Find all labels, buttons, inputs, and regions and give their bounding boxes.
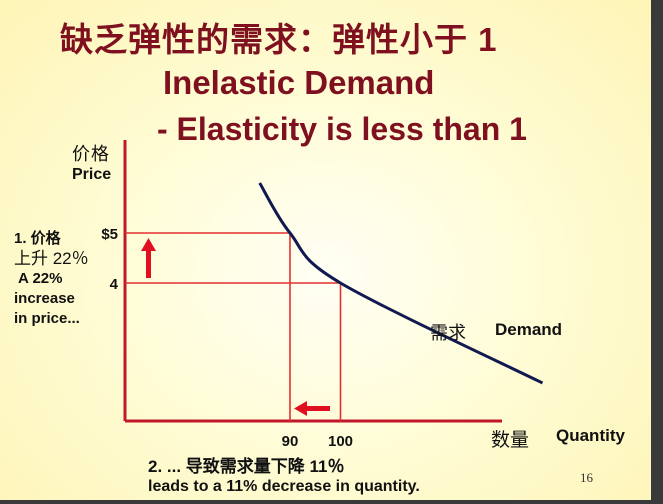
x-axis-label-en: Quantity	[556, 426, 625, 445]
price-change-note: 1. 价格 上升 22％ A 22% increase in price...	[14, 229, 89, 329]
price-note-line-3: A 22%	[18, 270, 63, 287]
y-tick-label-4: 4	[110, 276, 119, 293]
curve-label-en: Demand	[495, 320, 563, 339]
title-english: Inelastic Demand	[163, 64, 435, 101]
y-axis-label-cn: 价格	[72, 144, 110, 164]
demand-curve	[258, 182, 544, 385]
quantity-left-arrow-head	[294, 401, 307, 416]
demand-chart: 90 100 $5 4	[101, 140, 544, 450]
price-note-line-2: 上升 22％	[14, 249, 89, 268]
x-tick-label-100: 100	[328, 433, 353, 450]
price-note-line-4: increase	[14, 290, 75, 307]
quantity-note-en: leads to a 11% decrease in quantity.	[148, 478, 420, 495]
y-axis-label-en: Price	[72, 166, 112, 183]
y-tick-label-5: $5	[101, 226, 118, 243]
quantity-left-arrow-shaft	[306, 406, 330, 411]
price-note-line-1: 1. 价格	[14, 230, 61, 247]
page-number: 16	[580, 470, 593, 485]
price-up-arrow-shaft	[146, 250, 151, 278]
subtitle: - Elasticity is less than 1	[157, 111, 527, 147]
price-note-line-5: in price...	[14, 310, 80, 327]
quantity-note-cn: 2. ... 导致需求量下降 11％	[148, 457, 345, 476]
title-chinese: 缺乏弹性的需求：弹性小于 1	[60, 21, 498, 58]
slide: 缺乏弹性的需求：弹性小于 1 Inelastic Demand - Elasti…	[0, 0, 651, 500]
curve-label-cn: 需求	[430, 323, 466, 343]
price-up-arrow-head	[141, 238, 156, 251]
x-axis-label-cn: 数量	[491, 430, 530, 451]
x-tick-label-90: 90	[282, 433, 299, 450]
